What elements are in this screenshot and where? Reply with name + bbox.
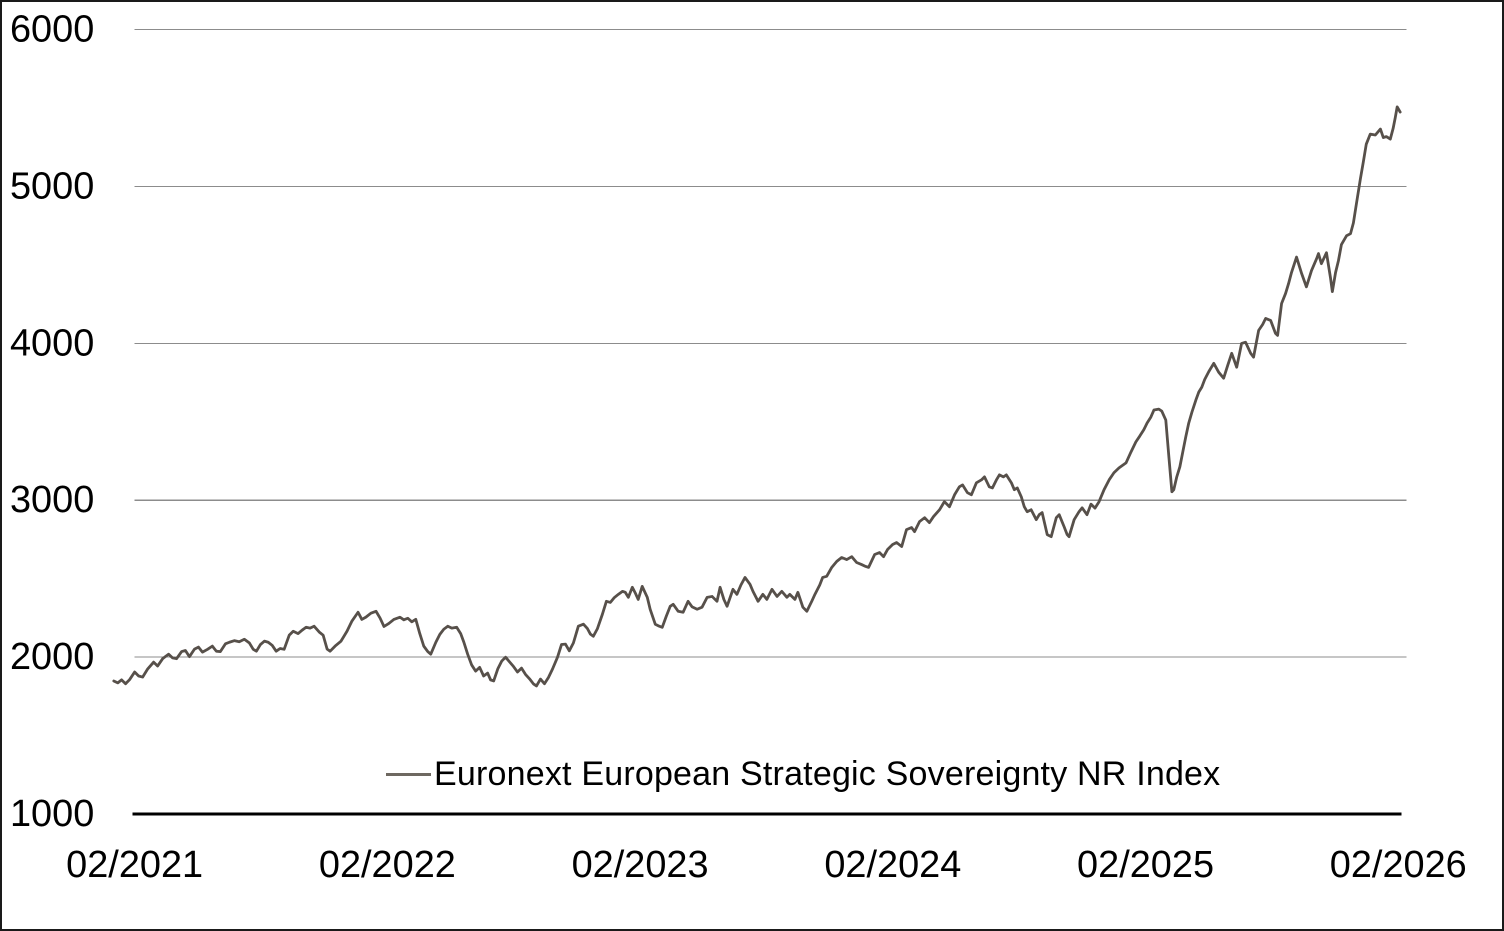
chart-legend: Euronext European Strategic Sovereignty … (386, 754, 1220, 794)
legend-label: Euronext European Strategic Sovereignty … (434, 754, 1221, 793)
y-tick-label: 1000 (10, 793, 94, 835)
y-tick-label: 5000 (10, 166, 94, 208)
y-tick-label: 4000 (10, 322, 94, 364)
x-tick-label: 02/2025 (1077, 844, 1214, 886)
x-tick-label: 02/2026 (1330, 844, 1467, 886)
legend-line-marker (386, 772, 431, 776)
y-tick-label: 2000 (10, 636, 94, 678)
x-tick-label: 02/2022 (319, 844, 456, 886)
x-tick-label: 02/2024 (824, 844, 961, 886)
series-line (112, 105, 1402, 688)
x-tick-label: 02/2023 (572, 844, 709, 886)
y-tick-label: 3000 (10, 479, 94, 521)
x-tick-label: 02/2021 (66, 844, 203, 886)
y-tick-label: 6000 (10, 9, 94, 51)
